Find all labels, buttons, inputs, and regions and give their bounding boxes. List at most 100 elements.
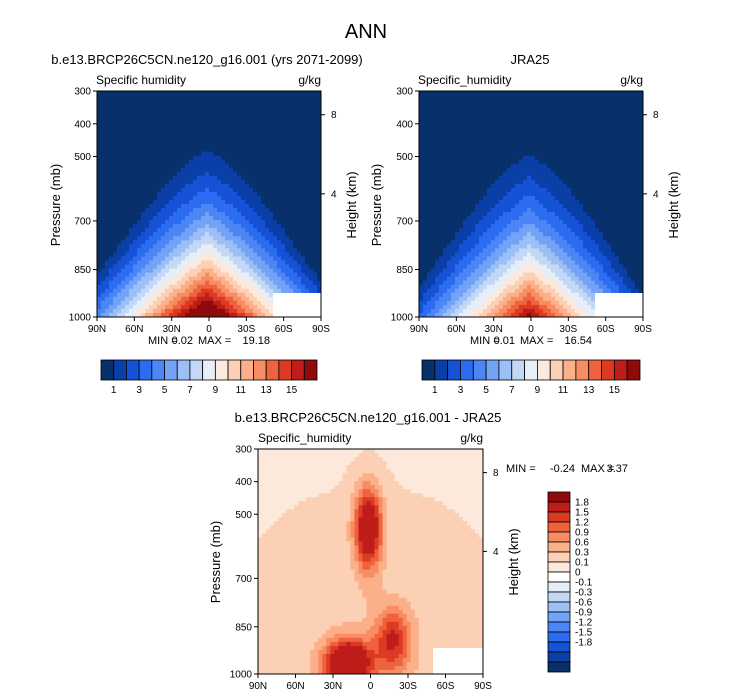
contour-cell	[105, 212, 110, 217]
contour-cell	[635, 195, 640, 201]
contour-cell	[169, 183, 174, 189]
contour-cell	[117, 171, 122, 177]
contour-cell	[459, 179, 464, 185]
contour-cell	[133, 199, 138, 205]
contour-cell	[225, 91, 230, 96]
contour-cell	[141, 155, 146, 161]
contour-cell	[475, 111, 480, 116]
contour-cell	[185, 256, 190, 261]
contour-cell	[205, 167, 210, 173]
contour-cell	[205, 256, 210, 261]
contour-cell	[575, 107, 580, 112]
contour-cell	[297, 171, 302, 177]
contour-cell	[527, 183, 532, 189]
contour-cell	[109, 163, 114, 169]
contour-cell	[261, 308, 266, 314]
contour-cell	[627, 131, 632, 136]
contour-cell	[499, 91, 504, 96]
contour-cell	[113, 240, 118, 245]
contour-cell	[213, 268, 218, 274]
contour-cell	[431, 107, 436, 112]
contour-cell	[197, 236, 202, 241]
contour-cell	[157, 284, 162, 290]
contour-cell	[165, 171, 170, 177]
contour-cell	[233, 127, 238, 132]
contour-cell	[229, 91, 234, 96]
contour-cell	[587, 131, 592, 136]
contour-cell	[595, 95, 600, 100]
contour-cell	[97, 147, 102, 153]
contour-cell	[129, 272, 134, 278]
contour-cell	[635, 187, 640, 193]
contour-cell	[443, 123, 448, 128]
contour-cell	[459, 147, 464, 153]
contour-cell	[245, 276, 250, 282]
contour-cell	[443, 212, 448, 217]
contour-cell	[515, 175, 520, 181]
contour-cell	[161, 111, 166, 116]
contour-cell	[607, 123, 612, 128]
contour-cell	[595, 155, 600, 161]
contour-cell	[117, 244, 122, 249]
contour-cell	[519, 139, 524, 144]
contour-cell	[447, 199, 452, 205]
contour-cell	[165, 95, 170, 100]
contour-cell	[117, 260, 122, 266]
colorbar-swatch	[227, 359, 242, 381]
contour-cell	[165, 199, 170, 205]
contour-cell	[471, 208, 476, 213]
contour-cell	[305, 163, 310, 169]
contour-cell	[317, 167, 322, 173]
contour-cell	[447, 151, 452, 157]
contour-cell	[459, 107, 464, 112]
contour-cell	[225, 95, 230, 100]
contour-cell	[253, 115, 258, 120]
contour-cell	[431, 139, 436, 144]
contour-cell	[631, 139, 636, 144]
contour-cell	[515, 199, 520, 205]
contour-cell	[499, 195, 504, 201]
contour-cell	[439, 204, 444, 209]
contour-cell	[285, 284, 290, 290]
contour-cell	[241, 155, 246, 161]
contour-cell	[559, 212, 564, 217]
contour-cell	[121, 199, 126, 205]
contour-cell	[101, 288, 106, 294]
contour-cell	[273, 131, 278, 136]
contour-cell	[177, 308, 182, 314]
contour-cell	[479, 195, 484, 201]
contour-cell	[297, 103, 302, 108]
contour-cell	[225, 284, 230, 290]
contour-cell	[297, 179, 302, 185]
contour-cell	[611, 123, 616, 128]
contour-cell	[181, 175, 186, 181]
contour-cell	[113, 187, 118, 193]
contour-cell	[269, 191, 274, 197]
contour-cell	[281, 127, 286, 132]
contour-cell	[317, 236, 322, 241]
contour-cell	[471, 127, 476, 132]
contour-cell	[543, 212, 548, 217]
contour-cell	[459, 216, 464, 221]
contour-cell	[149, 244, 154, 249]
contour-cell	[479, 212, 484, 217]
contour-cell	[237, 175, 242, 181]
contour-cell	[229, 159, 234, 165]
contour-cell	[169, 264, 174, 270]
contour-cell	[289, 119, 294, 124]
contour-cell	[423, 216, 428, 221]
contour-cell	[579, 183, 584, 189]
contour-cell	[121, 240, 126, 245]
contour-cell	[245, 111, 250, 116]
contour-cell	[177, 240, 182, 245]
contour-cell	[471, 179, 476, 185]
contour-cell	[129, 151, 134, 157]
contour-cell	[185, 308, 190, 314]
contour-cell	[101, 216, 106, 221]
contour-cell	[499, 139, 504, 144]
contour-cell	[217, 179, 222, 185]
contour-cell	[459, 187, 464, 193]
contour-cell	[133, 312, 138, 318]
contour-cell	[515, 115, 520, 120]
contour-cell	[185, 107, 190, 112]
